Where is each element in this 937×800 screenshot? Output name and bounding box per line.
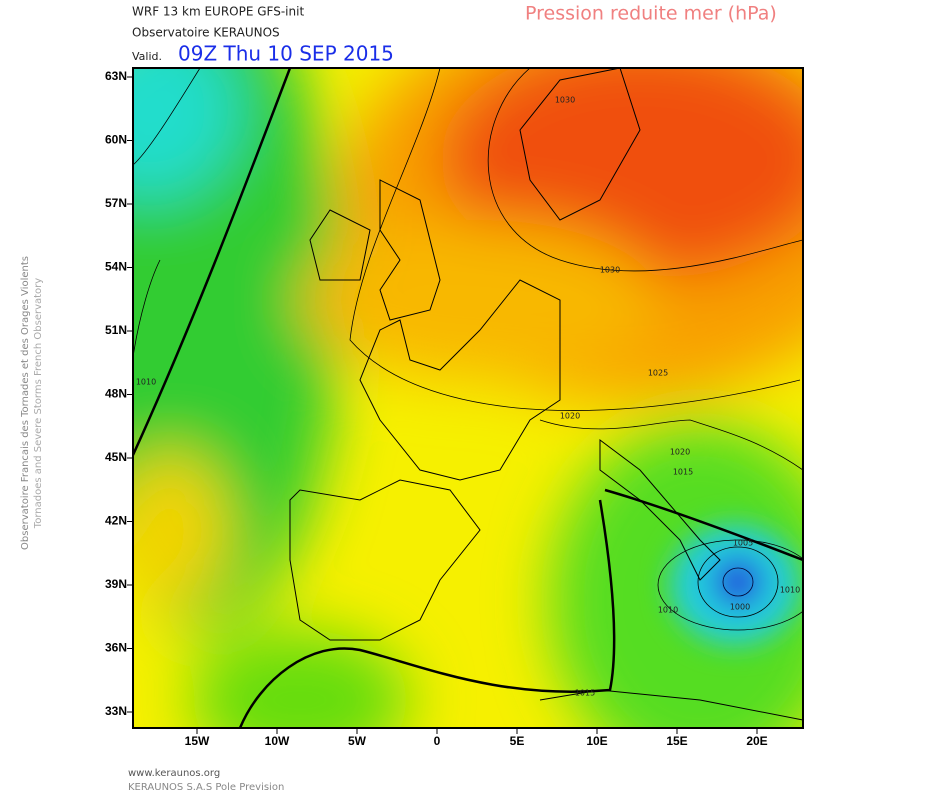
contour-label: 1010 <box>780 586 800 595</box>
contour-label: 1010 <box>136 378 156 387</box>
lat-label: 39N <box>105 577 127 591</box>
valid-label: Valid. <box>132 50 162 63</box>
contour-label: 1005 <box>733 539 753 548</box>
contour-label: 1015 <box>673 468 693 477</box>
contour-label: 1030 <box>555 96 575 105</box>
side-text: Observatoire Francais des Tornades et de… <box>20 256 31 550</box>
lat-label: 51N <box>105 323 127 337</box>
isobars <box>133 68 803 728</box>
lon-label: 15W <box>185 734 210 748</box>
observatory: Observatoire KERAUNOS <box>132 26 280 40</box>
lat-label: 54N <box>105 260 127 274</box>
contour-label: 1030 <box>600 266 620 275</box>
contour-label: 1000 <box>730 603 750 612</box>
lat-label: 42N <box>105 514 127 528</box>
lat-label: 45N <box>105 450 127 464</box>
lat-label: 48N <box>105 387 127 401</box>
lat-label: 57N <box>105 196 127 210</box>
contour-label: 1025 <box>648 369 668 378</box>
lon-label: 15E <box>666 734 687 748</box>
valid-time: 09Z Thu 10 SEP 2015 <box>178 42 394 66</box>
contour-label: 1015 <box>575 689 595 698</box>
lon-label: 20E <box>746 734 767 748</box>
contour-label: 1020 <box>670 448 690 457</box>
lon-label: 10E <box>586 734 607 748</box>
lon-label: 0 <box>434 734 441 748</box>
lon-label: 10W <box>265 734 290 748</box>
map-frame <box>132 67 804 729</box>
footer: www.keraunos.org <box>128 768 220 779</box>
contour-label: 1020 <box>560 412 580 421</box>
contour-label: 1010 <box>658 606 678 615</box>
lon-label: 5E <box>510 734 525 748</box>
lat-label: 36N <box>105 641 127 655</box>
footer: KERAUNOS S.A.S Pole Prevision <box>128 782 284 793</box>
lat-label: 33N <box>105 704 127 718</box>
lat-label: 63N <box>105 69 127 83</box>
field-name: Pression reduite mer (hPa) <box>525 3 777 25</box>
pressure-field <box>133 68 803 728</box>
coastlines <box>289 68 803 721</box>
side-text: Tornadoes and Severe Storms French Obser… <box>33 278 44 529</box>
model-title: WRF 13 km EUROPE GFS-init <box>132 5 304 19</box>
lat-label: 60N <box>105 133 127 147</box>
lon-label: 5W <box>348 734 367 748</box>
